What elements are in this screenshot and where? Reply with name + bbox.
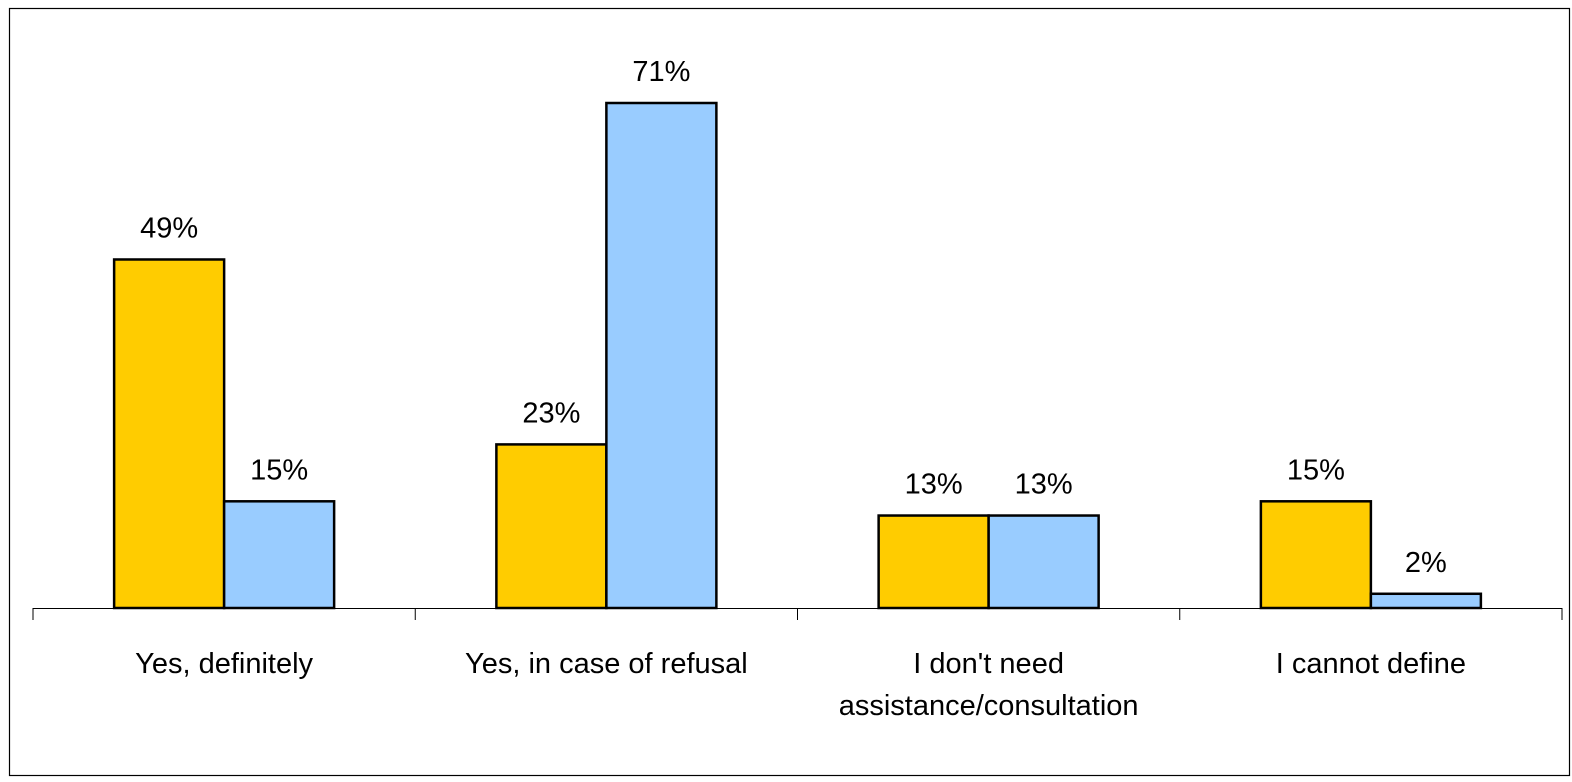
category-label: Yes, in case of refusal [465,648,748,680]
x-axis [32,608,1563,620]
bars-layer [112,101,1483,610]
data-label: 2% [1405,547,1447,579]
data-label: 23% [522,397,580,429]
chart-frame [8,7,1571,777]
bar-series1-cat1 [112,258,226,610]
data-label: 15% [250,454,308,486]
category-label: assistance/consultation [839,690,1139,722]
data-label: 49% [140,212,198,244]
data-label: 13% [905,469,963,501]
bar-series2-cat3 [987,514,1100,610]
category-label: I don't need [913,648,1064,680]
category-label: I cannot define [1276,648,1466,680]
bar-series2-cat4 [1369,592,1483,610]
category-label: Yes, definitely [135,648,313,680]
bar-series2-cat2 [605,101,718,610]
data-label: 13% [1015,469,1073,501]
data-label: 71% [632,56,690,88]
category-labels-layer: Yes, definitely Yes, in case of refusal I … [135,648,1466,722]
bar-series1-cat4 [1259,500,1373,610]
bar-series2-cat1 [222,500,336,610]
data-label: 15% [1287,454,1345,486]
bar-series1-cat2 [495,443,608,610]
bar-series1-cat3 [877,514,990,610]
data-labels-layer: 49% 15% 23% 71% 13% 13% 15% 2% [140,56,1447,579]
